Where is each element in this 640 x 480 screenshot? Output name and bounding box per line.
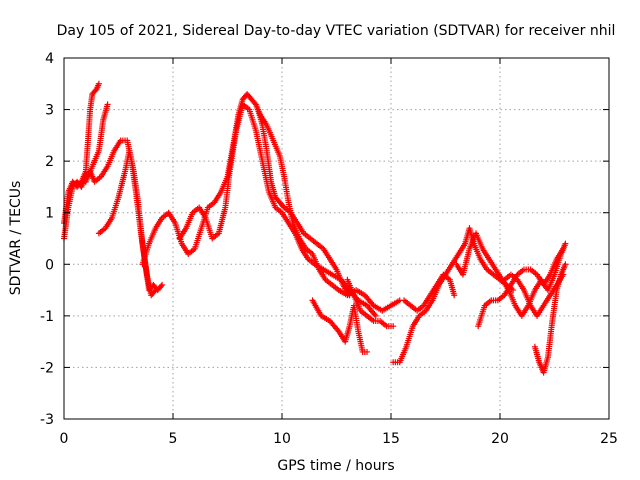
series-track-9 (344, 276, 397, 330)
data-point (92, 87, 99, 94)
series-track-11 (401, 271, 458, 314)
x-tick-label: 0 (60, 431, 69, 447)
data-point (159, 281, 166, 288)
data-point (451, 292, 458, 299)
x-tick-label: 25 (600, 431, 618, 447)
y-tick-label: 1 (45, 206, 54, 222)
data-point (151, 288, 158, 295)
data-points (61, 80, 569, 376)
data-point (251, 100, 258, 107)
grid-lines (64, 58, 609, 419)
chart-title: Day 105 of 2021, Sidereal Day-to-day VTE… (57, 23, 616, 39)
x-tick-label: 20 (491, 431, 509, 447)
y-tick-label: 4 (45, 51, 54, 67)
y-tick-label: -1 (40, 309, 54, 325)
plot-frame (63, 57, 610, 420)
x-axis-label: GPS time / hours (277, 458, 394, 474)
y-tick-label: 0 (45, 257, 54, 273)
y-tick-label: 3 (45, 103, 54, 119)
series-track-8 (309, 297, 371, 355)
y-tick-label: -2 (40, 360, 54, 376)
data-point (562, 240, 569, 247)
data-point (364, 348, 371, 355)
axis-ticks: 0 5 10 15 20 25 -3 -2 -1 0 1 2 3 4 (40, 51, 618, 447)
y-tick-label: -3 (40, 412, 54, 428)
data-point (560, 271, 567, 278)
y-tick-label: 2 (45, 154, 54, 170)
series-track-4 (95, 147, 159, 299)
x-tick-label: 5 (169, 431, 178, 447)
data-point (390, 323, 397, 330)
series-track-7 (255, 106, 353, 299)
data-point (95, 80, 102, 87)
data-point (562, 261, 569, 268)
data-point (158, 283, 165, 290)
series-track-13 (475, 245, 567, 330)
data-point (77, 180, 84, 187)
x-tick-label: 15 (382, 431, 400, 447)
data-point (372, 312, 379, 319)
series-track-2 (61, 80, 102, 227)
series-track-5 (139, 91, 403, 314)
data-point (104, 101, 111, 108)
data-point (152, 287, 159, 294)
series-track-3 (82, 101, 111, 185)
series-track-15 (501, 271, 567, 319)
y-axis-label: SDTVAR / TECUs (8, 181, 24, 296)
data-point (560, 245, 567, 252)
x-tick-label: 10 (273, 431, 291, 447)
